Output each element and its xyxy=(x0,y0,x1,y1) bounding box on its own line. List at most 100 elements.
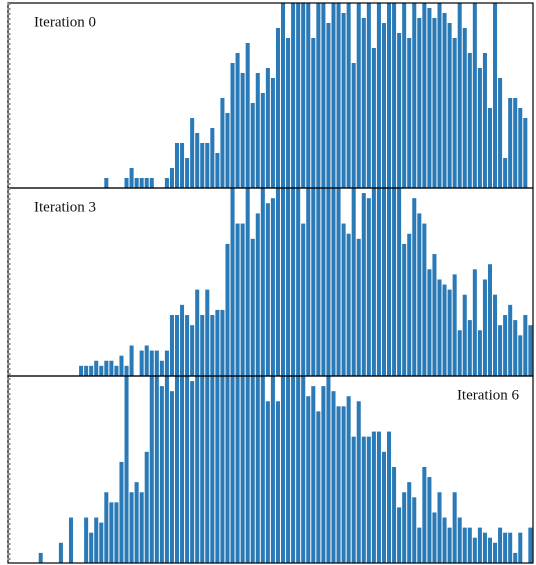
bar xyxy=(144,451,149,563)
bar xyxy=(129,168,134,188)
bar xyxy=(326,23,331,188)
bar xyxy=(371,188,376,376)
panel-title: Iteration 3 xyxy=(34,199,96,215)
bar xyxy=(503,532,508,563)
bar xyxy=(503,158,508,188)
bar xyxy=(144,178,149,188)
bar xyxy=(387,3,392,188)
bar xyxy=(432,254,437,376)
bar xyxy=(260,376,265,563)
bar xyxy=(452,274,457,376)
bar xyxy=(185,376,190,563)
bar xyxy=(407,482,412,563)
bar xyxy=(291,376,296,563)
bar xyxy=(245,188,250,376)
bar xyxy=(523,315,528,376)
bar xyxy=(513,98,518,188)
bar xyxy=(397,188,402,376)
bar xyxy=(185,315,190,376)
bar xyxy=(422,3,427,188)
bar xyxy=(215,376,220,563)
bar xyxy=(255,73,260,188)
bar xyxy=(149,350,154,376)
bar xyxy=(164,350,169,376)
bar xyxy=(255,213,260,376)
bar xyxy=(467,320,472,376)
bar xyxy=(361,436,366,563)
bar xyxy=(351,188,356,376)
bar xyxy=(356,238,361,376)
bar xyxy=(356,3,361,188)
bar xyxy=(205,143,210,188)
bar xyxy=(139,178,144,188)
bar xyxy=(89,532,94,563)
bar xyxy=(210,128,215,188)
bar xyxy=(230,188,235,376)
bar xyxy=(99,522,104,563)
bar xyxy=(493,542,498,563)
bar xyxy=(457,517,462,563)
bar xyxy=(296,188,301,376)
bar xyxy=(139,492,144,563)
bar xyxy=(381,451,386,563)
bar xyxy=(381,188,386,376)
bar xyxy=(180,376,185,563)
bar xyxy=(169,315,174,376)
bar xyxy=(275,188,280,376)
bar xyxy=(265,203,270,376)
bar xyxy=(376,3,381,188)
bar xyxy=(245,376,250,563)
bar xyxy=(457,3,462,188)
bar xyxy=(291,3,296,188)
bar xyxy=(498,78,503,188)
bar xyxy=(477,527,482,563)
bar xyxy=(331,188,336,376)
bar xyxy=(336,406,341,563)
bar xyxy=(472,269,477,376)
bar xyxy=(260,93,265,188)
bar xyxy=(159,360,164,376)
bar xyxy=(215,153,220,188)
bar xyxy=(462,28,467,188)
bar xyxy=(417,18,422,188)
bar xyxy=(498,325,503,376)
bar xyxy=(442,517,447,563)
bar xyxy=(452,38,457,188)
bar xyxy=(280,376,286,563)
bar xyxy=(341,406,346,563)
bar xyxy=(306,188,311,376)
bar xyxy=(422,466,427,563)
bar xyxy=(129,345,134,376)
bar xyxy=(503,315,508,376)
bar xyxy=(326,188,331,376)
bars-layer xyxy=(38,3,533,563)
bar xyxy=(104,360,109,376)
bar xyxy=(432,512,437,563)
bar xyxy=(220,376,225,563)
bar xyxy=(190,118,195,188)
bar xyxy=(321,3,326,188)
bar xyxy=(190,325,195,376)
bar xyxy=(402,3,407,188)
bar xyxy=(321,386,326,563)
bar xyxy=(190,381,195,563)
bar xyxy=(255,376,260,563)
bar xyxy=(154,376,159,563)
bar xyxy=(412,3,417,188)
bar xyxy=(528,325,533,376)
bar xyxy=(477,68,482,188)
bar xyxy=(149,376,154,563)
bar xyxy=(164,178,169,188)
bar xyxy=(68,517,74,563)
bar xyxy=(174,143,180,188)
bar xyxy=(144,345,149,376)
bar xyxy=(397,507,402,563)
bar xyxy=(164,376,169,563)
bar xyxy=(462,294,467,376)
bar xyxy=(286,376,291,563)
bar xyxy=(286,188,291,376)
bar xyxy=(321,188,326,376)
bar xyxy=(79,365,84,376)
bar xyxy=(139,350,144,376)
